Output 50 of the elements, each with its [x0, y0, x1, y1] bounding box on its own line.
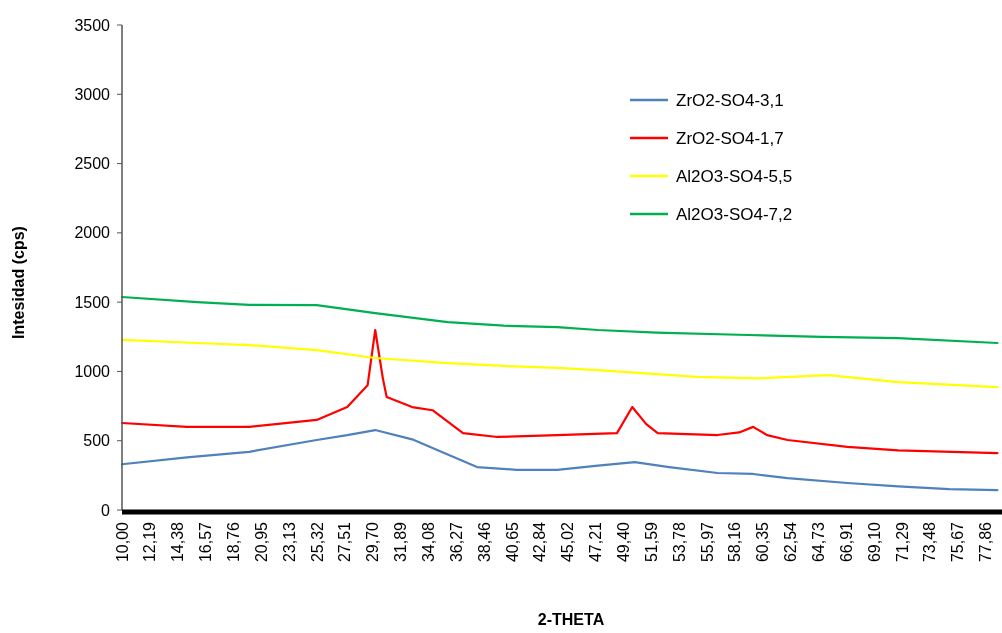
line-series	[120, 328, 999, 455]
x-tick-label: 42,84	[531, 521, 549, 563]
legend-label: ZrO2-SO4-1,7	[676, 128, 784, 148]
x-tick-label: 18,76	[225, 521, 243, 563]
y-tick-label: 2500	[74, 155, 111, 173]
x-tick-label: 53,78	[670, 521, 688, 563]
y-tick-label: 3000	[74, 85, 111, 103]
legend-label: ZrO2-SO4-3,1	[676, 90, 784, 110]
x-tick-label: 75,67	[949, 521, 967, 563]
x-tick-label: 55,97	[698, 521, 716, 563]
x-tick-label: 73,48	[921, 521, 939, 563]
y-tick-label: 500	[83, 432, 111, 450]
x-tick-label: 62,54	[782, 521, 800, 563]
line-series	[120, 428, 999, 492]
y-tick-label: 1500	[74, 293, 111, 311]
x-tick-label: 49,40	[614, 521, 632, 563]
x-tick-label: 64,73	[810, 521, 828, 563]
y-tick-label: 0	[101, 501, 111, 519]
x-tick-label: 12,19	[141, 521, 159, 563]
y-tick-label: 3500	[74, 16, 111, 34]
x-tick-label: 69,10	[865, 521, 883, 563]
legend-label: Al2O3-SO4-7,2	[676, 204, 793, 224]
x-tick-label: 36,27	[447, 521, 465, 563]
x-axis-title: 2-THETA	[537, 611, 605, 628]
x-tick-label: 47,21	[587, 521, 605, 563]
x-tick-label: 25,32	[308, 521, 326, 563]
x-tick-label: 38,46	[475, 521, 493, 563]
x-tick-label: 31,89	[392, 521, 410, 563]
y-axis-title: Intesidad (cps)	[10, 226, 27, 339]
x-tick-label: 20,95	[252, 521, 270, 563]
x-tick-label: 14,38	[169, 521, 187, 563]
line-series	[120, 295, 999, 345]
x-tick-label: 71,29	[893, 521, 911, 563]
x-tick-label: 60,35	[754, 521, 772, 563]
x-tick-label: 29,70	[364, 521, 382, 563]
x-tick-label: 34,08	[420, 521, 438, 563]
x-tick-label: 16,57	[197, 521, 215, 563]
x-tick-label: 27,51	[336, 521, 354, 563]
y-tick-label: 2000	[74, 224, 111, 242]
x-tick-label: 45,02	[559, 521, 577, 563]
x-tick-label: 51,59	[642, 521, 660, 563]
legend-label: Al2O3-SO4-5,5	[676, 166, 793, 186]
x-tick-label: 40,65	[503, 521, 521, 563]
x-tick-label: 23,13	[280, 521, 298, 563]
y-tick-label: 1000	[74, 363, 111, 381]
x-tick-label: 77,86	[977, 521, 995, 563]
x-tick-label: 66,91	[837, 521, 855, 563]
x-tick-label: 10,00	[113, 521, 131, 563]
line-series	[120, 338, 999, 389]
x-tick-label: 58,16	[726, 521, 744, 563]
